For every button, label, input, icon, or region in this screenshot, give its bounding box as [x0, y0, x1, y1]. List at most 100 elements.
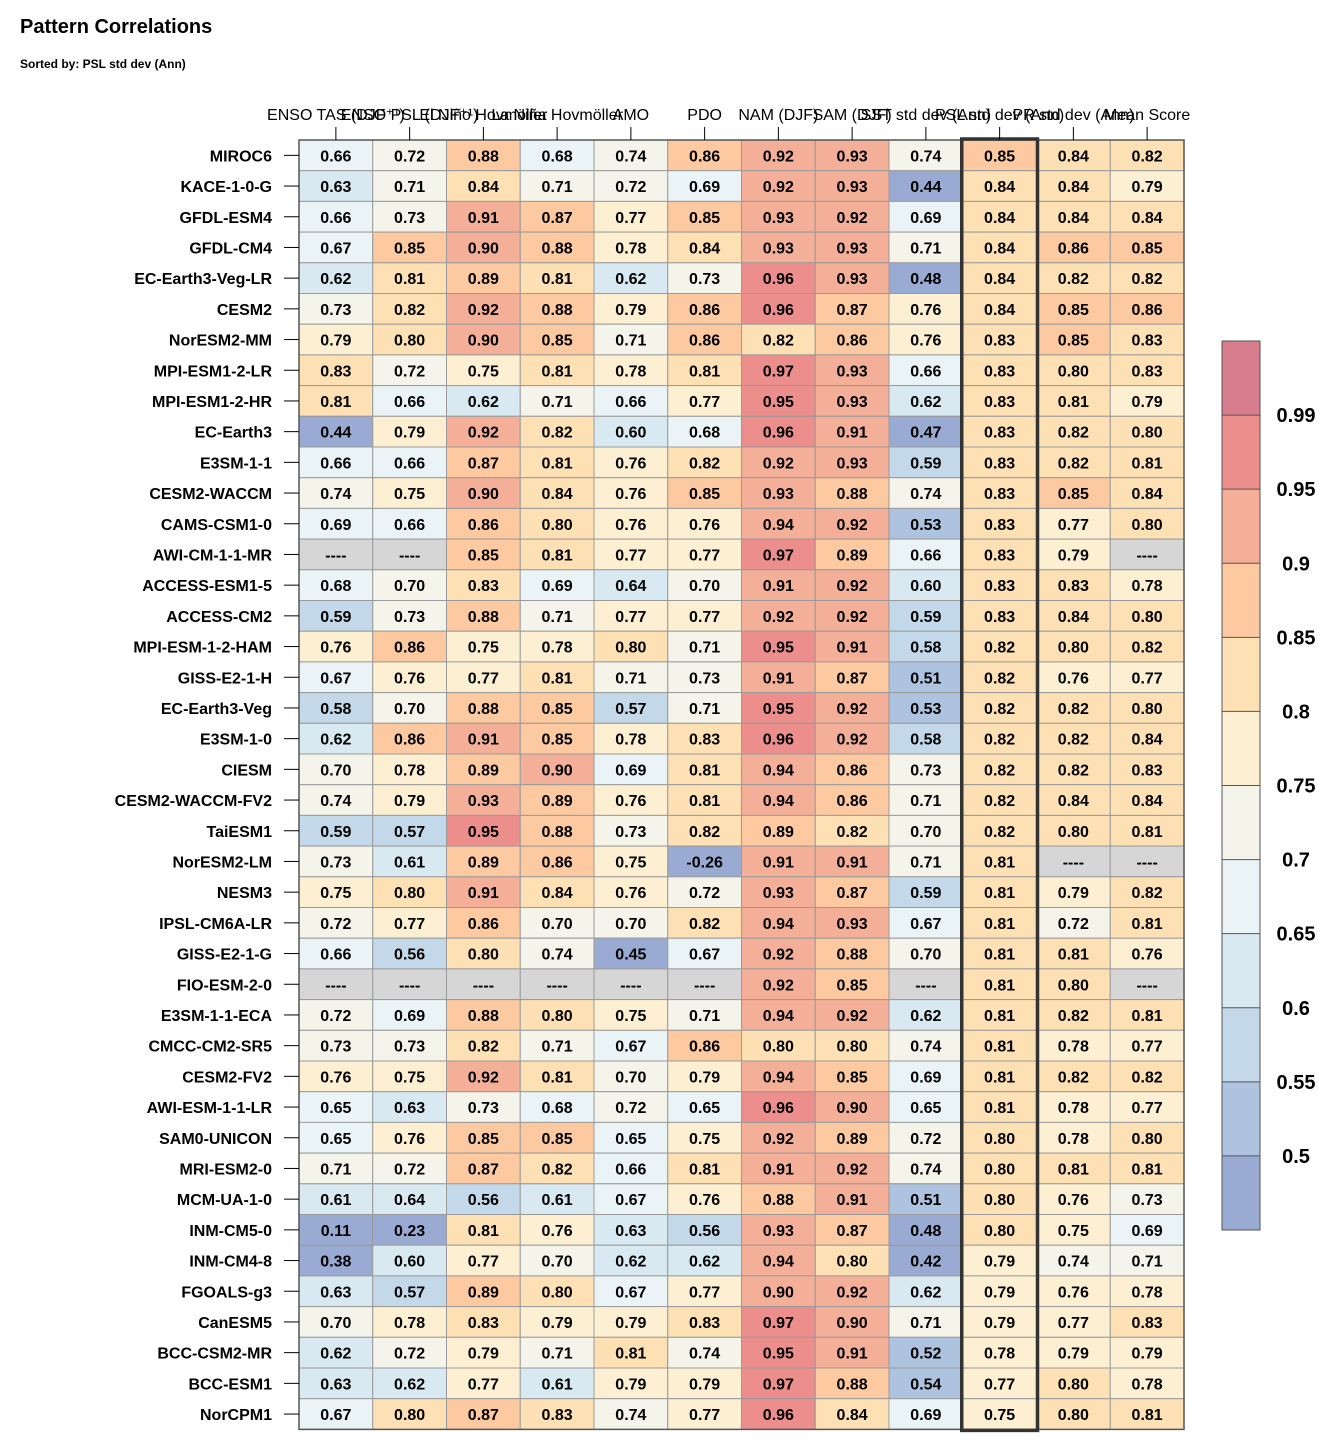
cell-value-label: 0.91 — [468, 210, 499, 227]
column-label: La Niña Hovmöller — [491, 107, 623, 124]
cell-value-label: 0.93 — [763, 885, 794, 902]
cell-value-label: 0.80 — [615, 640, 646, 657]
cell-value-label: 0.92 — [468, 302, 499, 319]
heatmap-cell — [888, 1121, 964, 1154]
heatmap-cell — [741, 1091, 816, 1123]
heatmap-cell — [446, 1091, 521, 1123]
cell-value-label: ---- — [694, 977, 715, 994]
heatmap-cell — [446, 968, 521, 1001]
heatmap-cell — [962, 753, 1037, 786]
row-label: KACE-1-0-G — [180, 179, 272, 196]
cell-value-label: 0.97 — [763, 1376, 794, 1393]
cell-value-label: 0.81 — [689, 762, 720, 779]
cell-value-label: 0.76 — [615, 885, 646, 902]
cell-value-label: 0.94 — [763, 762, 794, 779]
heatmap-cell — [1109, 1275, 1185, 1308]
heatmap-cell — [372, 1275, 447, 1308]
cell-value-label: 0.71 — [910, 854, 941, 871]
heatmap-cell — [888, 1029, 964, 1062]
cell-value-label: 0.81 — [542, 363, 573, 380]
colorbar-tick-label: 0.85 — [1277, 627, 1316, 649]
cell-value-label: 0.92 — [468, 1069, 499, 1086]
cell-value-label: 0.65 — [320, 1100, 351, 1117]
column-label: NAM (DJF) — [738, 107, 818, 124]
colorbar-segment — [1222, 859, 1260, 934]
cell-value-label: 0.77 — [468, 1376, 499, 1393]
cell-value-label: 0.78 — [394, 762, 425, 779]
cell-value-label: 0.62 — [320, 271, 351, 288]
heatmap-cell — [667, 1152, 742, 1185]
heatmap-cell — [667, 477, 742, 509]
cell-value-label: 0.71 — [689, 701, 720, 718]
heatmap-cell — [1036, 293, 1111, 325]
heatmap-cell — [814, 1183, 890, 1216]
cell-value-label: 0.83 — [689, 732, 720, 749]
heatmap-cell — [372, 1060, 447, 1093]
heatmap-cell — [372, 507, 447, 540]
heatmap-cell — [519, 569, 595, 601]
heatmap-cell — [814, 784, 890, 816]
column-label: ENSO TAS (DJF⁺¹) — [267, 107, 405, 124]
heatmap-cell — [888, 722, 964, 755]
cell-value-label: 0.77 — [1132, 1039, 1163, 1056]
cell-value-label: 0.89 — [468, 271, 499, 288]
cell-value-label: 0.69 — [910, 1069, 941, 1086]
row-label: NorESM2-LM — [172, 854, 272, 871]
cell-value-label: 0.83 — [1132, 333, 1163, 350]
cell-value-label: 0.71 — [394, 179, 425, 196]
heatmap-cell — [372, 293, 447, 325]
cell-value-label: 0.62 — [689, 1254, 720, 1271]
cell-value-label: 0.82 — [984, 824, 1015, 841]
cell-value-label: 0.45 — [615, 947, 646, 964]
heatmap-cell — [372, 692, 447, 724]
cell-value-label: 0.71 — [542, 1346, 573, 1363]
cell-value-label: 0.83 — [468, 1315, 499, 1332]
cell-value-label: 0.82 — [1132, 885, 1163, 902]
heatmap-cell — [1109, 1152, 1185, 1185]
colorbar-segment — [1222, 1155, 1260, 1230]
heatmap-cell — [741, 814, 816, 847]
heatmap-cell — [372, 569, 447, 601]
cell-value-label: 0.84 — [1132, 732, 1163, 749]
heatmap-cell — [298, 477, 374, 509]
column-label: SST std dev (Ann) — [861, 107, 991, 124]
heatmap-cell — [298, 1029, 374, 1062]
heatmap-cell — [593, 569, 669, 601]
heatmap-cell — [519, 999, 595, 1031]
cell-value-label: 0.70 — [615, 916, 646, 933]
heatmap-cell — [446, 415, 521, 448]
heatmap-cell — [519, 1029, 595, 1062]
cell-value-label: 0.86 — [468, 517, 499, 534]
cell-value-label: 0.76 — [394, 1131, 425, 1148]
heatmap-cell — [519, 477, 595, 509]
heatmap-cell — [962, 661, 1037, 694]
cell-value-label: 0.73 — [910, 762, 941, 779]
heatmap-cell — [593, 1214, 669, 1246]
row-label: GISS-E2-1-H — [178, 670, 272, 687]
cell-value-label: 0.87 — [468, 455, 499, 472]
heatmap-cell — [888, 446, 964, 479]
cell-value-label: 0.78 — [1132, 1376, 1163, 1393]
heatmap-cell — [962, 1152, 1037, 1185]
cell-value-label: 0.60 — [910, 578, 941, 595]
colorbar-tick-label: 0.8 — [1282, 701, 1310, 723]
cell-value-label: 0.80 — [1132, 701, 1163, 718]
cell-value-label: 0.62 — [320, 732, 351, 749]
column-labels: ENSO TAS (DJF⁺¹)ENSO PSL (DJF⁺¹)El Niño … — [267, 107, 1190, 140]
heatmap-cell — [372, 323, 447, 356]
heatmap-cell — [1109, 415, 1185, 448]
cell-value-label: 0.79 — [1058, 885, 1089, 902]
cell-value-label: 0.88 — [468, 609, 499, 626]
cell-value-label: 0.69 — [689, 179, 720, 196]
heatmap-cell — [298, 1152, 374, 1185]
heatmap-cell — [888, 293, 964, 325]
cell-value-label: 0.82 — [1132, 1069, 1163, 1086]
heatmap-cell — [519, 385, 595, 417]
cell-value-label: 0.83 — [689, 1315, 720, 1332]
heatmap-cell — [298, 170, 374, 202]
cell-value-label: 0.78 — [984, 1346, 1015, 1363]
cell-value-label: 0.95 — [763, 1346, 794, 1363]
heatmap-cell — [593, 814, 669, 847]
cell-value-label: 0.76 — [1058, 1284, 1089, 1301]
cell-value-label: 0.85 — [542, 732, 573, 749]
